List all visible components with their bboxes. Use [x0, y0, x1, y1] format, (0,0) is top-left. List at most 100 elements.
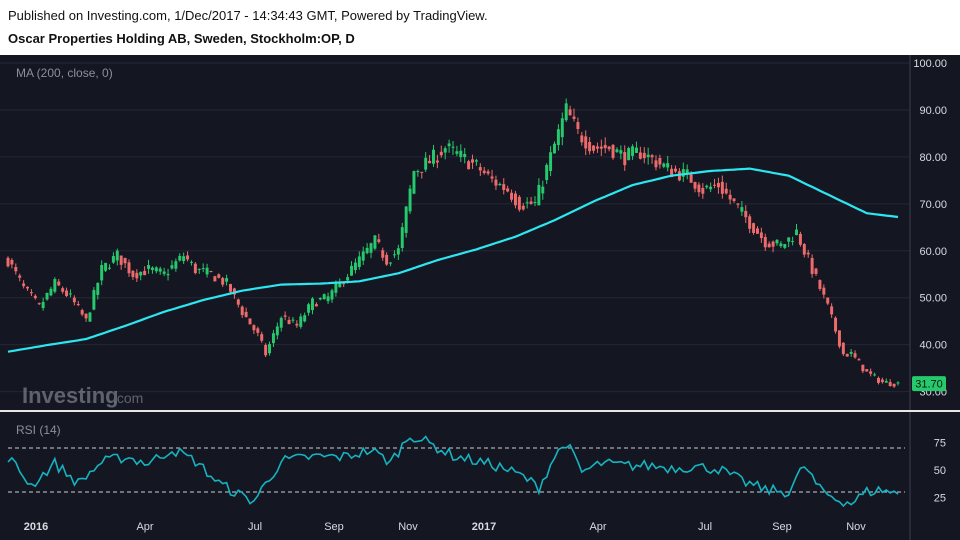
- candle-body: [861, 364, 865, 372]
- candle-body: [271, 333, 275, 344]
- candle-body: [88, 312, 92, 322]
- candle-body: [201, 268, 205, 270]
- candle-body: [623, 152, 627, 166]
- candle-body: [342, 283, 346, 285]
- candle-body: [76, 304, 80, 306]
- candle-body: [709, 186, 713, 190]
- ma-indicator-label: MA (200, close, 0): [16, 66, 113, 80]
- candle-body: [193, 263, 197, 274]
- candle-body: [299, 316, 303, 327]
- candle-body: [463, 153, 467, 158]
- rsi-axis-labels: 75 50 25: [934, 438, 946, 505]
- candle-body: [369, 243, 373, 253]
- candle-body: [517, 196, 521, 210]
- candle-body: [529, 201, 533, 204]
- candle-body: [556, 129, 560, 146]
- candle-body: [431, 149, 435, 164]
- candle-body: [674, 168, 677, 172]
- candle-body: [33, 295, 37, 299]
- candle-body: [595, 146, 599, 149]
- candle-body: [849, 351, 853, 354]
- candle-body: [303, 315, 307, 322]
- candle-body: [108, 267, 111, 269]
- time-axis-labels: 2016 Apr Jul Sep Nov 2017 Apr Jul Sep Nov: [24, 521, 867, 533]
- candle-body: [611, 144, 615, 158]
- candle-body: [100, 265, 104, 281]
- candle-body: [584, 136, 588, 149]
- candle-body: [865, 369, 869, 372]
- candle-body: [537, 184, 541, 206]
- candle-body: [607, 146, 611, 150]
- candle-body: [884, 381, 888, 383]
- candle-body: [217, 274, 221, 278]
- candle-body: [467, 161, 471, 170]
- candle-body: [381, 250, 385, 258]
- candle-body: [615, 149, 619, 152]
- candle-body: [439, 151, 443, 156]
- candle-body: [279, 317, 283, 328]
- candle-body: [115, 250, 119, 261]
- candle-body: [174, 261, 178, 269]
- price-tick-label: 40.00: [919, 340, 947, 352]
- candle-body: [689, 174, 693, 183]
- price-tick-label: 50.00: [919, 293, 947, 305]
- candle-body: [131, 270, 135, 277]
- rsi-tick-label: 50: [934, 465, 946, 477]
- candle-body: [392, 254, 396, 256]
- candle-body: [268, 344, 272, 354]
- time-axis-label: Apr: [589, 521, 606, 533]
- candle-body: [713, 184, 717, 186]
- time-axis-label: 2016: [24, 521, 48, 533]
- time-axis-label: Jul: [698, 521, 712, 533]
- candle-body: [771, 241, 775, 247]
- candle-body: [119, 255, 123, 265]
- time-axis-label: Sep: [772, 521, 792, 533]
- candle-body: [416, 171, 420, 173]
- price-grid: [0, 62, 910, 393]
- watermark-suffix: .com: [113, 390, 143, 406]
- candle-body: [716, 182, 720, 188]
- candle-body: [791, 241, 795, 243]
- candle-body: [646, 154, 650, 158]
- candle-body: [408, 188, 412, 212]
- candle-body: [189, 261, 193, 263]
- candle-body: [143, 270, 147, 276]
- candle-body: [814, 268, 818, 274]
- candle-body: [787, 237, 791, 242]
- candle-body: [752, 223, 756, 233]
- candle-body: [592, 145, 596, 151]
- candle-body: [681, 169, 685, 177]
- candle-body: [334, 283, 338, 293]
- candle-body: [486, 171, 490, 174]
- candle-body: [631, 146, 635, 156]
- candle-body: [396, 248, 400, 255]
- candle-body: [135, 272, 139, 279]
- candle-body: [728, 194, 732, 200]
- candle-body: [252, 325, 256, 331]
- candle-body: [494, 179, 498, 186]
- candle-body: [802, 244, 806, 255]
- candle-body: [170, 265, 174, 269]
- candle-body: [45, 292, 49, 300]
- candle-body: [29, 292, 33, 294]
- candle-body: [763, 237, 767, 248]
- candle-body: [61, 288, 65, 292]
- candle-body: [670, 168, 674, 178]
- candle-body: [627, 148, 631, 161]
- candle-body: [123, 257, 127, 264]
- candle-body: [225, 278, 229, 282]
- candle-body: [41, 301, 45, 309]
- candle-body: [260, 334, 264, 341]
- rsi-tick-label: 75: [934, 438, 946, 450]
- candle-body: [888, 382, 892, 387]
- candle-body: [111, 256, 115, 263]
- candle-body: [412, 171, 416, 194]
- candle-body: [545, 164, 549, 181]
- candle-body: [72, 297, 76, 303]
- candle-body: [162, 271, 166, 274]
- time-axis-label: Sep: [324, 521, 344, 533]
- candle-body: [84, 313, 88, 319]
- candle-body: [37, 303, 41, 305]
- candle-body: [658, 158, 662, 165]
- candle-body: [510, 192, 514, 200]
